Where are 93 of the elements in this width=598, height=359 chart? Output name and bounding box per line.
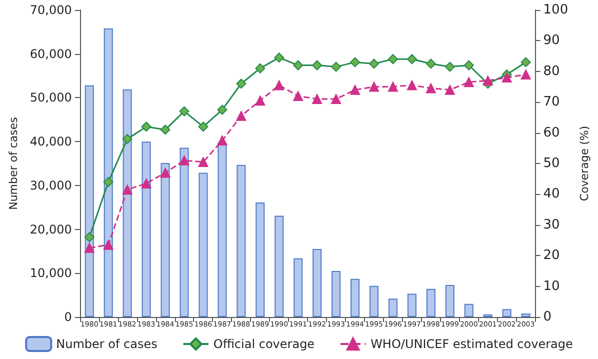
point: [388, 82, 398, 92]
y2-tick-label: 90: [543, 33, 560, 48]
point: [198, 156, 208, 167]
y-tick-label: 70,000: [30, 3, 72, 17]
y2-tick-label: 70: [543, 94, 560, 110]
y-tick-label: 30,000: [30, 178, 72, 192]
point: [103, 240, 114, 250]
bar: [122, 89, 132, 317]
point: [236, 110, 246, 121]
y-tick-label: 10,000: [30, 266, 72, 280]
point: [464, 60, 474, 70]
point: [331, 62, 342, 72]
point: [350, 84, 360, 95]
legend-label: Official coverage: [213, 337, 315, 351]
y2-tick-label: 80: [543, 64, 560, 79]
point: [369, 82, 379, 92]
bar: [370, 286, 378, 317]
point: [406, 54, 417, 64]
bar: [180, 148, 189, 317]
point: [179, 106, 190, 116]
y2-axis-title: Coverage (%): [578, 126, 591, 202]
point: [236, 78, 246, 89]
point: [255, 63, 266, 74]
point: [122, 134, 132, 144]
point: [350, 57, 360, 68]
y2-tick-label: 30: [543, 217, 560, 232]
point: [406, 80, 417, 90]
point: [444, 62, 455, 72]
point: [312, 60, 322, 70]
bar: [350, 278, 360, 317]
bar: [236, 164, 246, 317]
y2-tick-label: 50: [543, 156, 560, 171]
point: [122, 184, 132, 195]
bar: [312, 249, 322, 317]
bar: [426, 288, 436, 317]
legend-label: WHO/UNICEF estimated coverage: [370, 337, 573, 351]
point: [274, 80, 284, 90]
y-tick-label: 0: [64, 310, 72, 324]
point: [520, 69, 531, 80]
point: [520, 57, 531, 68]
point: [217, 104, 228, 115]
bar: [84, 85, 94, 317]
point: [141, 122, 152, 132]
point: [255, 96, 266, 106]
bar: [142, 142, 151, 317]
point: [84, 232, 94, 242]
point: [464, 77, 474, 88]
y-tick-label: 20,000: [30, 222, 72, 236]
bar: [218, 142, 227, 317]
point: [388, 54, 398, 64]
point: [331, 94, 342, 104]
point: [293, 90, 304, 101]
bar: [464, 304, 474, 317]
point: [482, 76, 493, 86]
point: [369, 58, 379, 69]
point: [312, 94, 322, 104]
point: [141, 178, 152, 188]
point: [103, 176, 114, 187]
bar: [521, 313, 530, 317]
point: [444, 84, 455, 95]
y2-tick-label: 10: [543, 278, 560, 294]
point: [84, 242, 94, 253]
point: [502, 72, 512, 83]
y2-tick-label: 0: [543, 310, 552, 324]
y-tick-label: 50,000: [30, 90, 72, 105]
point: [160, 168, 170, 178]
point: [179, 155, 190, 166]
bar: [104, 28, 113, 317]
point: [160, 124, 170, 135]
bar: [256, 202, 265, 317]
point: [293, 60, 304, 70]
bar: [294, 258, 303, 317]
point: [274, 52, 284, 63]
point: [426, 58, 436, 69]
bar: [445, 284, 454, 317]
bar: [160, 163, 170, 317]
bar: [198, 172, 208, 317]
bar: [502, 309, 512, 317]
y-tick-label: 40,000: [30, 134, 72, 149]
bar: [388, 298, 398, 317]
legend-label: Number of cases: [56, 337, 158, 351]
y2-tick-label: 40: [543, 186, 560, 202]
y-axis-title: Number of cases: [7, 116, 20, 210]
y2-tick-label: 100: [543, 2, 568, 18]
point: [426, 83, 436, 94]
bar: [274, 216, 284, 317]
bar: [332, 270, 341, 317]
y-tick-label: 60,000: [30, 46, 72, 61]
point: [198, 122, 208, 132]
point: [217, 135, 228, 146]
bar: [407, 294, 416, 317]
y2-tick-label: 60: [543, 125, 560, 140]
y2-tick-label: 20: [543, 248, 560, 264]
